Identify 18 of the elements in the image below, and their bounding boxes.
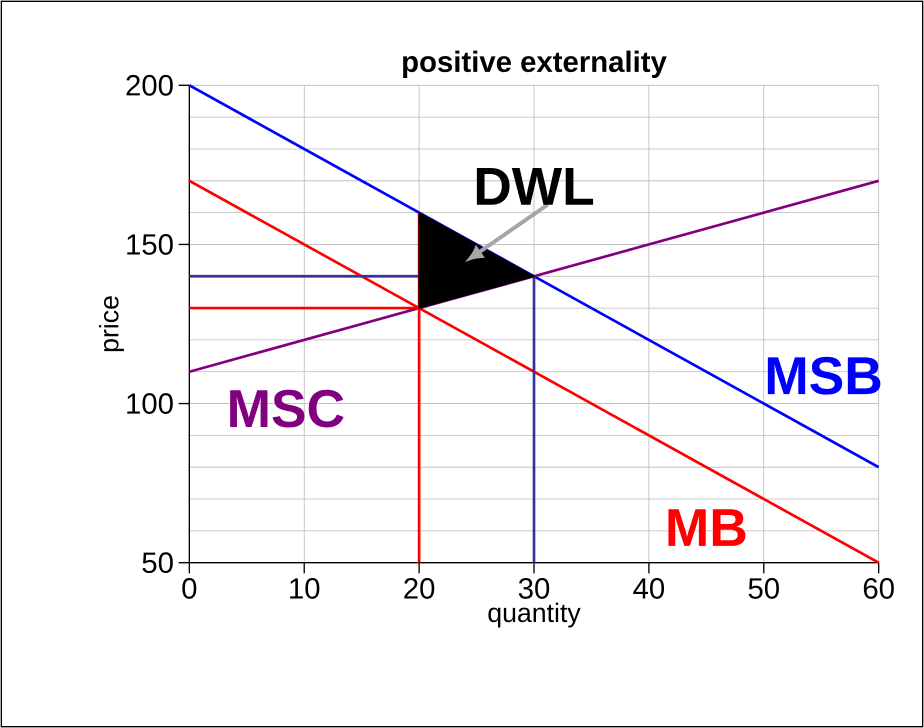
y-tick-label: 50 (142, 552, 173, 574)
x-tick-label: 40 (633, 578, 664, 599)
series-label: MSB (768, 356, 880, 395)
x-tick-label: 50 (748, 578, 779, 599)
y-tick-label: 100 (127, 393, 173, 414)
annotation: DWL (476, 168, 594, 205)
x-tick-label: 20 (404, 578, 434, 599)
x-axis-title: quantity (488, 602, 581, 628)
series-label: MB (668, 509, 746, 546)
x-tick-label: 60 (864, 578, 894, 599)
x-tick-label: 30 (518, 578, 550, 599)
y-axis-title: price (99, 296, 124, 352)
series-label: MSC (230, 390, 344, 428)
x-tick-label: 10 (290, 578, 320, 599)
y-tick-label: 200 (126, 74, 173, 96)
x-tick-label: 0 (182, 578, 196, 599)
y-tick-label: 150 (127, 234, 173, 255)
chart-title: positive externality (403, 50, 667, 78)
